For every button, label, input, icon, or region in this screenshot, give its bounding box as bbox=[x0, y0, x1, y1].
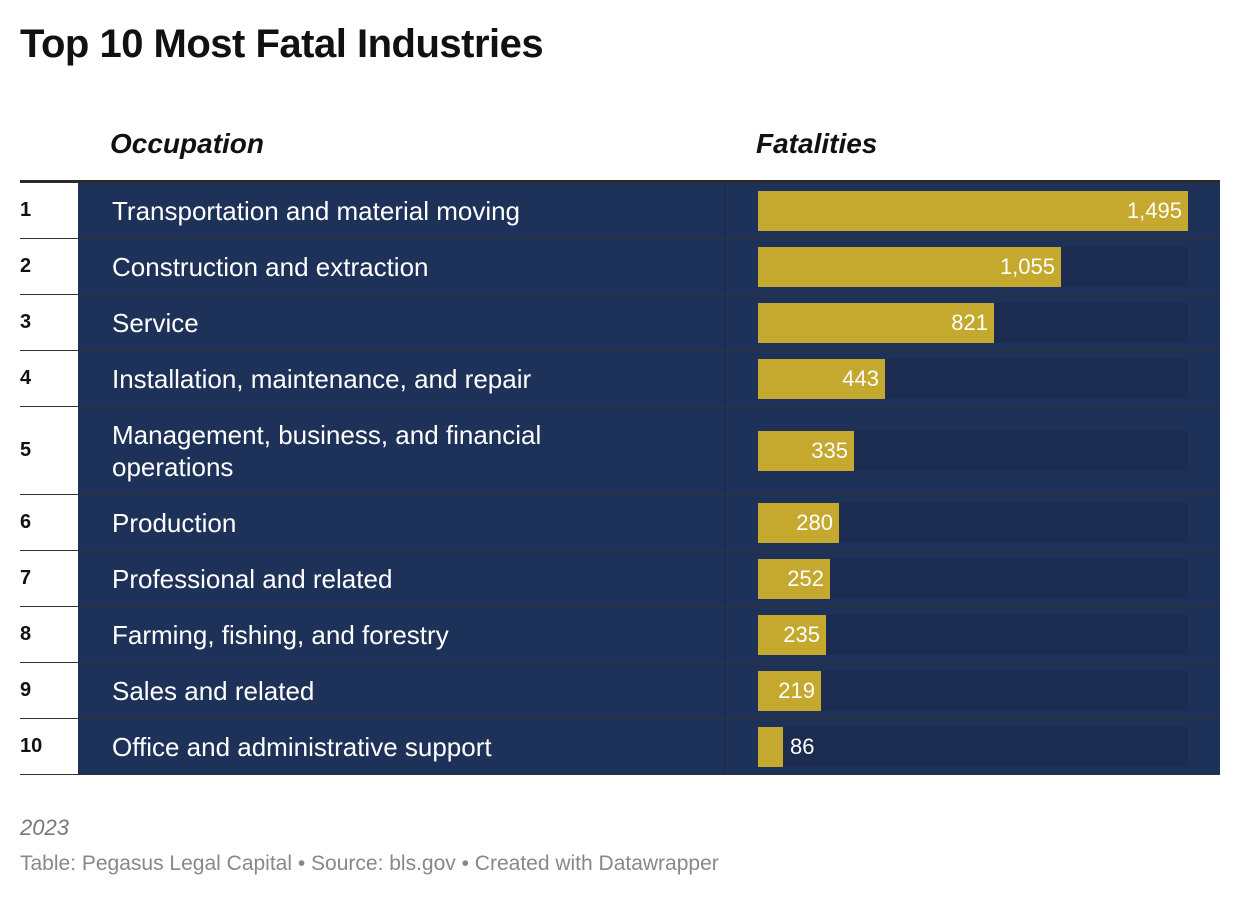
value-label: 219 bbox=[778, 677, 815, 703]
rank-label: 10 bbox=[20, 719, 78, 774]
chart-note: 2023 bbox=[20, 815, 69, 840]
column-divider bbox=[724, 295, 725, 350]
value-label: 335 bbox=[811, 437, 848, 463]
bar-track: 219 bbox=[758, 670, 1188, 711]
occupation-cell: Production bbox=[78, 495, 724, 550]
occupation-cell: Service bbox=[78, 295, 724, 350]
rank-label: 1 bbox=[20, 183, 78, 238]
fatalities-cell: 335 bbox=[725, 407, 1220, 494]
rank-label: 8 bbox=[20, 607, 78, 662]
occupation-cell: Office and administrative support bbox=[78, 719, 724, 774]
occupation-cell: Installation, maintenance, and repair bbox=[78, 351, 724, 406]
bar bbox=[758, 614, 826, 655]
value-label: 1,055 bbox=[999, 253, 1055, 279]
table-row: 10 Office and administrative support 86 bbox=[20, 719, 1220, 775]
bar-track: 235 bbox=[758, 614, 1188, 655]
fatalities-table: 1 Transportation and material moving 1,495… bbox=[20, 180, 1220, 775]
column-divider bbox=[724, 607, 725, 662]
fatalities-cell: 443 bbox=[725, 351, 1220, 406]
chart-source: Table: Pegasus Legal Capital • Source: b… bbox=[20, 852, 719, 875]
rank-label: 5 bbox=[20, 407, 78, 494]
occupation-label: Management, business, and financial oper… bbox=[112, 419, 542, 482]
occupation-cell: Transportation and material moving bbox=[78, 183, 724, 238]
chart-title: Top 10 Most Fatal Industries bbox=[20, 22, 544, 66]
rank-label: 3 bbox=[20, 295, 78, 350]
table-row: 3 Service 821 bbox=[20, 295, 1220, 351]
value-label: 86 bbox=[790, 733, 815, 759]
fatalities-column-header: Fatalities bbox=[756, 128, 878, 159]
fatalities-cell: 1,495 bbox=[725, 183, 1220, 238]
occupation-label: Transportation and material moving bbox=[112, 195, 521, 226]
table-row: 9 Sales and related 219 bbox=[20, 663, 1220, 719]
bar bbox=[758, 430, 854, 471]
fatalities-cell: 219 bbox=[725, 663, 1220, 718]
column-divider bbox=[724, 551, 725, 606]
bar bbox=[758, 670, 821, 711]
bar-track: 1,055 bbox=[758, 246, 1188, 287]
rank-label: 9 bbox=[20, 663, 78, 718]
fatalities-cell: 821 bbox=[725, 295, 1220, 350]
bar bbox=[758, 246, 1061, 287]
column-divider bbox=[724, 495, 725, 550]
value-label: 1,495 bbox=[1126, 197, 1182, 223]
fatalities-cell: 280 bbox=[725, 495, 1220, 550]
bar-track: 821 bbox=[758, 302, 1188, 343]
fatalities-cell: 1,055 bbox=[725, 239, 1220, 294]
value-label: 821 bbox=[951, 309, 988, 335]
table-row: 7 Professional and related 252 bbox=[20, 551, 1220, 607]
fatalities-cell: 252 bbox=[725, 551, 1220, 606]
bar-track: 280 bbox=[758, 502, 1188, 543]
bar-track: 443 bbox=[758, 358, 1188, 399]
column-divider bbox=[724, 719, 725, 774]
bar bbox=[758, 558, 830, 599]
occupation-label: Farming, fishing, and forestry bbox=[112, 619, 449, 650]
table-row: 1 Transportation and material moving 1,495 bbox=[20, 183, 1220, 239]
table-row: 8 Farming, fishing, and forestry 235 bbox=[20, 607, 1220, 663]
occupation-label: Installation, maintenance, and repair bbox=[112, 363, 532, 394]
value-label: 235 bbox=[783, 621, 820, 647]
occupation-label: Production bbox=[112, 507, 237, 538]
bar bbox=[758, 726, 783, 767]
column-divider bbox=[724, 663, 725, 718]
bar bbox=[758, 190, 1188, 231]
occupation-label: Service bbox=[112, 307, 199, 338]
bar-track: 335 bbox=[758, 430, 1188, 471]
column-divider bbox=[724, 407, 725, 494]
bar bbox=[758, 358, 885, 399]
rank-label: 6 bbox=[20, 495, 78, 550]
table-row: 5 Management, business, and financial ope… bbox=[20, 407, 1220, 495]
rank-label: 2 bbox=[20, 239, 78, 294]
bar-track: 86 bbox=[758, 726, 1188, 767]
bar-track: 252 bbox=[758, 558, 1188, 599]
value-label: 252 bbox=[787, 565, 824, 591]
table-row: 4 Installation, maintenance, and repair 44… bbox=[20, 351, 1220, 407]
occupation-column-header: Occupation bbox=[110, 128, 265, 159]
occupation-cell: Management, business, and financial oper… bbox=[78, 407, 724, 494]
occupation-label: Sales and related bbox=[112, 675, 315, 706]
fatalities-cell: 235 bbox=[725, 607, 1220, 662]
bar bbox=[758, 302, 994, 343]
value-label: 280 bbox=[796, 509, 833, 535]
occupation-cell: Construction and extraction bbox=[78, 239, 724, 294]
rank-label: 4 bbox=[20, 351, 78, 406]
column-divider bbox=[724, 239, 725, 294]
occupation-label: Professional and related bbox=[112, 563, 393, 594]
rank-label: 7 bbox=[20, 551, 78, 606]
table-top-rule bbox=[20, 180, 1220, 183]
table-row: 2 Construction and extraction 1,055 bbox=[20, 239, 1220, 295]
column-divider bbox=[724, 183, 725, 238]
fatalities-cell: 86 bbox=[725, 719, 1220, 774]
occupation-cell: Professional and related bbox=[78, 551, 724, 606]
occupation-label: Office and administrative support bbox=[112, 731, 492, 762]
occupation-cell: Farming, fishing, and forestry bbox=[78, 607, 724, 662]
bar-track: 1,495 bbox=[758, 190, 1188, 231]
column-divider bbox=[724, 351, 725, 406]
table-row: 6 Production 280 bbox=[20, 495, 1220, 551]
occupation-cell: Sales and related bbox=[78, 663, 724, 718]
bar bbox=[758, 502, 839, 543]
value-label: 443 bbox=[842, 365, 879, 391]
occupation-label: Construction and extraction bbox=[112, 251, 429, 282]
